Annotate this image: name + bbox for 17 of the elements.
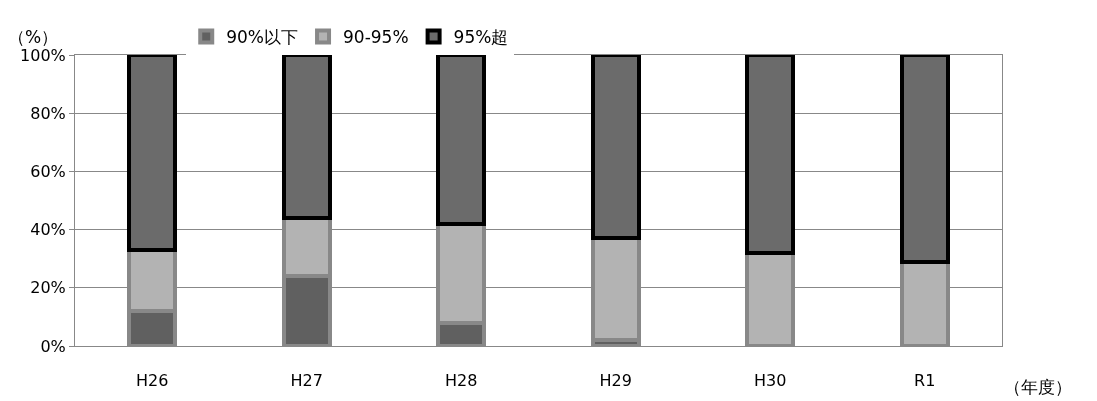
x-axis-title: （年度）: [1004, 377, 1072, 397]
x-tick-label: H30: [754, 371, 787, 391]
y-tick-label: 60%: [30, 162, 66, 181]
y-axis-title: （%）: [8, 27, 59, 47]
x-tick-label: H29: [599, 371, 632, 391]
y-tick-label: 0%: [40, 336, 66, 356]
legend-label: 90-95%: [343, 27, 409, 48]
legend-label: 95%超: [453, 27, 509, 48]
y-tick-label: 20%: [30, 278, 66, 298]
x-tick-label: H28: [445, 371, 478, 391]
x-tick-label: H27: [290, 371, 323, 391]
legend-label: 90%以下: [226, 27, 299, 48]
y-tick-label: 40%: [30, 220, 66, 240]
x-tick-label: H26: [136, 371, 169, 391]
y-tick-label: 80%: [30, 103, 66, 123]
x-tick-label: R1: [914, 371, 936, 391]
y-tick-label: 100%: [20, 45, 66, 65]
